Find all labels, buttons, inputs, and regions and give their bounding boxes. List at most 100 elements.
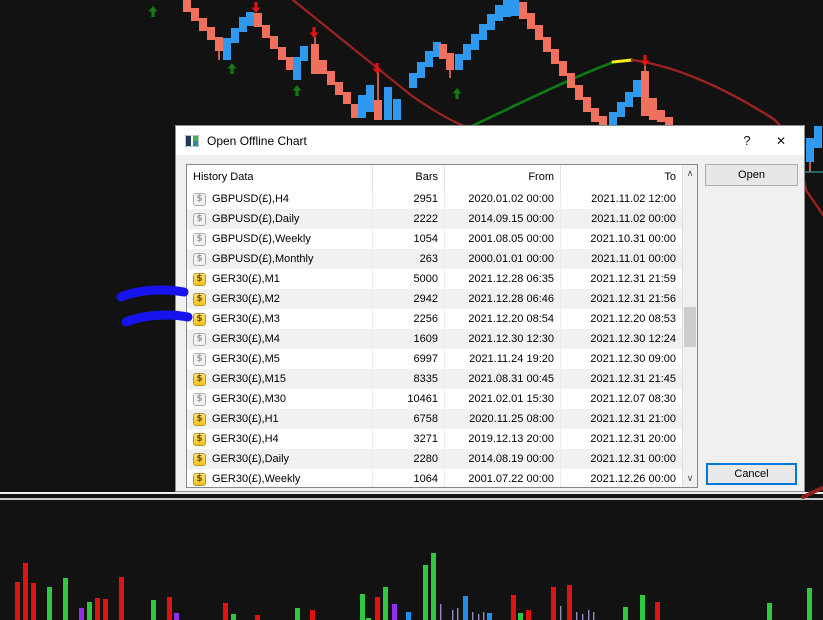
cell-symbol: $ GER30(£),M3 <box>187 309 373 329</box>
candlesticks <box>183 0 822 162</box>
cell-to: 2021.12.20 08:53 <box>590 313 676 325</box>
table-row[interactable]: $ GER30(£),M30 10461 2021.02.01 15:30 2021.1… <box>187 389 682 409</box>
column-header-history-data[interactable]: History Data <box>187 165 373 189</box>
cell-from: 2021.12.28 06:35 <box>445 269 561 289</box>
cell-symbol: $ GER30(£),H1 <box>187 409 373 429</box>
cell-from: 2021.08.31 00:45 <box>445 369 561 389</box>
signal-arrows <box>148 2 650 99</box>
cell-symbol: $ GBPUSD(£),Daily <box>187 209 373 229</box>
cell-bars: 2222 <box>373 209 445 229</box>
cell-from: 2021.12.30 12:30 <box>445 329 561 349</box>
column-header-bars[interactable]: Bars <box>373 165 445 189</box>
dollar-icon: $ <box>193 412 206 426</box>
cell-from: 2021.12.20 08:54 <box>445 309 561 329</box>
symbol-label: GER30(£),H4 <box>212 433 279 445</box>
scroll-down-icon[interactable]: ∨ <box>686 473 694 484</box>
cell-to: 2021.12.07 08:30 <box>590 393 676 405</box>
cell-symbol: $ GER30(£),M2 <box>187 289 373 309</box>
symbol-label: GER30(£),Weekly <box>212 473 301 485</box>
cell-bars: 263 <box>373 249 445 269</box>
cell-bars: 2256 <box>373 309 445 329</box>
cell-from: 2001.07.22 00:00 <box>445 469 561 487</box>
symbol-label: GER30(£),Daily <box>212 453 290 465</box>
table-row[interactable]: $ GER30(£),Weekly 1064 2001.07.22 00:00 2021… <box>187 469 682 487</box>
close-icon[interactable]: ✕ <box>775 133 787 148</box>
cell-from: 2001.08.05 00:00 <box>445 229 561 249</box>
cell-symbol: $ GER30(£),M5 <box>187 349 373 369</box>
cell-bars: 8335 <box>373 369 445 389</box>
symbol-label: GER30(£),H1 <box>212 413 279 425</box>
cell-from: 2014.09.15 00:00 <box>445 209 561 229</box>
cell-bars: 2942 <box>373 289 445 309</box>
symbol-label: GER30(£),M30 <box>212 393 286 405</box>
cell-to: 2021.12.31 00:00 <box>590 453 676 465</box>
cell-from: 2021.02.01 15:30 <box>445 389 561 409</box>
table-body: $ GBPUSD(£),H4 2951 2020.01.02 00:00 2021.11… <box>187 189 682 487</box>
symbol-label: GER30(£),M15 <box>212 373 286 385</box>
cell-to: 2021.12.31 21:59 <box>590 273 676 285</box>
cell-from: 2020.01.02 00:00 <box>445 189 561 209</box>
table-row[interactable]: $ GER30(£),H4 3271 2019.12.13 20:00 2021.12.… <box>187 429 682 449</box>
dollar-icon: $ <box>193 392 206 406</box>
table-row[interactable]: $ GBPUSD(£),Daily 2222 2014.09.15 00:00 2021… <box>187 209 682 229</box>
table-row[interactable]: $ GER30(£),M3 2256 2021.12.20 08:54 2021.12.… <box>187 309 682 329</box>
cell-to: 2021.12.30 12:24 <box>590 333 676 345</box>
symbol-label: GER30(£),M2 <box>212 293 280 305</box>
column-header-from[interactable]: From <box>445 165 561 189</box>
cell-to: 2021.12.31 21:00 <box>590 413 676 425</box>
open-button[interactable]: Open <box>705 164 798 186</box>
cell-bars: 5000 <box>373 269 445 289</box>
table-row[interactable]: $ GER30(£),M15 8335 2021.08.31 00:45 2021.12… <box>187 369 682 389</box>
scroll-up-icon[interactable]: ∧ <box>686 168 694 179</box>
symbol-label: GBPUSD(£),Weekly <box>212 233 311 245</box>
dialog-titlebar[interactable]: Open Offline Chart ? ✕ <box>176 126 804 155</box>
cell-symbol: $ GER30(£),H4 <box>187 429 373 449</box>
dollar-icon: $ <box>193 232 206 246</box>
cell-symbol: $ GBPUSD(£),H4 <box>187 189 373 209</box>
dollar-icon: $ <box>193 312 206 326</box>
cell-symbol: $ GER30(£),Weekly <box>187 469 373 487</box>
chart-window-icon <box>185 134 199 147</box>
table-row[interactable]: $ GER30(£),M2 2942 2021.12.28 06:46 2021.12.… <box>187 289 682 309</box>
symbol-label: GER30(£),M3 <box>212 313 280 325</box>
cell-symbol: $ GER30(£),Daily <box>187 449 373 469</box>
cell-to: 2021.11.02 00:00 <box>591 213 676 225</box>
table-header-row: History Data Bars From To <box>187 165 682 190</box>
cell-bars: 1054 <box>373 229 445 249</box>
cell-bars: 3271 <box>373 429 445 449</box>
table-row[interactable]: $ GBPUSD(£),H4 2951 2020.01.02 00:00 2021.11… <box>187 189 682 209</box>
cell-symbol: $ GBPUSD(£),Monthly <box>187 249 373 269</box>
cell-to: 2021.11.02 12:00 <box>591 193 676 205</box>
cell-to: 2021.12.31 21:56 <box>590 293 676 305</box>
cell-symbol: $ GER30(£),M15 <box>187 369 373 389</box>
vertical-scrollbar[interactable]: ∧ ∨ <box>682 165 697 487</box>
cell-bars: 2951 <box>373 189 445 209</box>
cell-from: 2019.12.13 20:00 <box>445 429 561 449</box>
cell-bars: 1609 <box>373 329 445 349</box>
cell-symbol: $ GBPUSD(£),Weekly <box>187 229 373 249</box>
symbol-label: GBPUSD(£),Monthly <box>212 253 314 265</box>
scrollbar-thumb[interactable] <box>684 307 696 347</box>
dollar-icon: $ <box>193 252 206 266</box>
table-row[interactable]: $ GER30(£),M5 6997 2021.11.24 19:20 2021.12.… <box>187 349 682 369</box>
cancel-button[interactable]: Cancel <box>706 463 797 485</box>
cell-to: 2021.12.31 21:45 <box>590 373 676 385</box>
window-separator <box>0 492 823 500</box>
help-button[interactable]: ? <box>743 133 751 148</box>
dialog-title: Open Offline Chart <box>207 133 307 148</box>
cell-from: 2000.01.01 00:00 <box>445 249 561 269</box>
cell-to: 2021.12.26 00:00 <box>590 473 676 485</box>
table-row[interactable]: $ GER30(£),H1 6758 2020.11.25 08:00 2021.12.… <box>187 409 682 429</box>
table-row[interactable]: $ GER30(£),Daily 2280 2014.08.19 00:00 2021.… <box>187 449 682 469</box>
dollar-icon: $ <box>193 432 206 446</box>
table-row[interactable]: $ GER30(£),M1 5000 2021.12.28 06:35 2021.12.… <box>187 269 682 289</box>
column-header-to[interactable]: To <box>664 171 676 183</box>
table-row[interactable]: $ GER30(£),M4 1609 2021.12.30 12:30 2021.12.… <box>187 329 682 349</box>
table-row[interactable]: $ GBPUSD(£),Monthly 263 2000.01.01 00:00 202… <box>187 249 682 269</box>
cell-bars: 1064 <box>373 469 445 487</box>
dollar-icon: $ <box>193 192 206 206</box>
cell-bars: 6997 <box>373 349 445 369</box>
history-data-table: History Data Bars From To $ GBPUSD(£),H4 2… <box>186 164 698 488</box>
symbol-label: GER30(£),M5 <box>212 353 280 365</box>
table-row[interactable]: $ GBPUSD(£),Weekly 1054 2001.08.05 00:00 202… <box>187 229 682 249</box>
